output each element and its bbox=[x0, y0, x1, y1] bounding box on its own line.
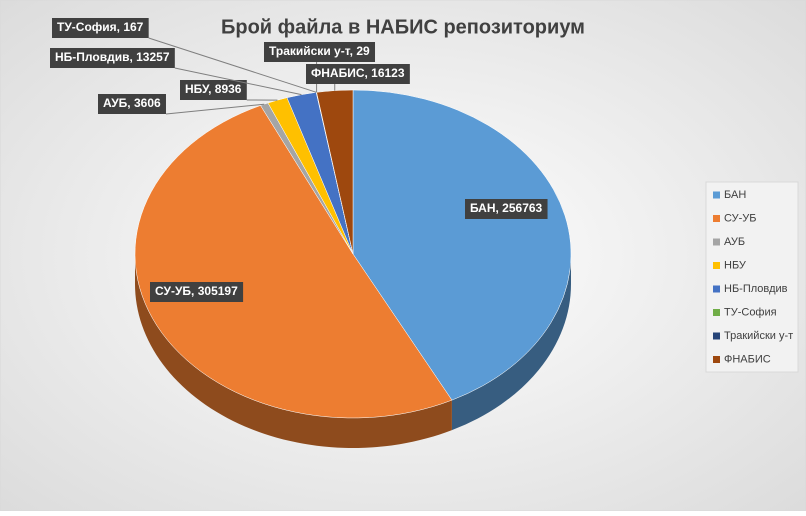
data-label: БАН, 256763 bbox=[465, 199, 548, 219]
data-label: НБУ, 8936 bbox=[180, 80, 247, 100]
legend-label: СУ-УБ bbox=[724, 212, 756, 224]
legend-label: ТУ-София bbox=[724, 306, 777, 318]
data-label: НБ-Пловдив, 13257 bbox=[50, 48, 175, 68]
legend-swatch bbox=[713, 333, 720, 340]
data-label-text: НБ-Пловдив, 13257 bbox=[55, 50, 170, 64]
data-label-text: БАН, 256763 bbox=[470, 201, 543, 215]
data-label-text: СУ-УБ, 305197 bbox=[155, 284, 238, 298]
data-label-text: ТУ-София, 167 bbox=[57, 20, 144, 34]
legend-swatch bbox=[713, 239, 720, 246]
data-label-text: НБУ, 8936 bbox=[185, 82, 242, 96]
data-label-text: АУБ, 3606 bbox=[103, 96, 161, 110]
data-label: Тракийски у-т, 29 bbox=[264, 42, 375, 62]
data-label-text: ФНАБИС, 16123 bbox=[311, 66, 405, 80]
legend-swatch bbox=[713, 356, 720, 363]
legend-swatch bbox=[713, 286, 720, 293]
data-label: ТУ-София, 167 bbox=[52, 18, 149, 38]
legend-box bbox=[706, 182, 798, 372]
data-label: ФНАБИС, 16123 bbox=[306, 64, 410, 84]
chart-title: Брой файла в НАБИС репозиториум bbox=[221, 16, 585, 38]
legend-swatch bbox=[713, 309, 720, 316]
legend-label: НБУ bbox=[724, 259, 747, 271]
data-label: СУ-УБ, 305197 bbox=[150, 282, 243, 302]
legend-label: ФНАБИС bbox=[724, 353, 771, 365]
legend-label: АУБ bbox=[724, 236, 745, 248]
data-label-text: Тракийски у-т, 29 bbox=[269, 44, 370, 58]
legend-swatch bbox=[713, 262, 720, 269]
legend-label: БАН bbox=[724, 189, 746, 201]
legend-label: Тракийски у-т bbox=[724, 330, 793, 342]
legend-swatch bbox=[713, 215, 720, 222]
legend-swatch bbox=[713, 192, 720, 199]
legend-label: НБ-Пловдив bbox=[724, 283, 788, 295]
data-label: АУБ, 3606 bbox=[98, 94, 166, 114]
